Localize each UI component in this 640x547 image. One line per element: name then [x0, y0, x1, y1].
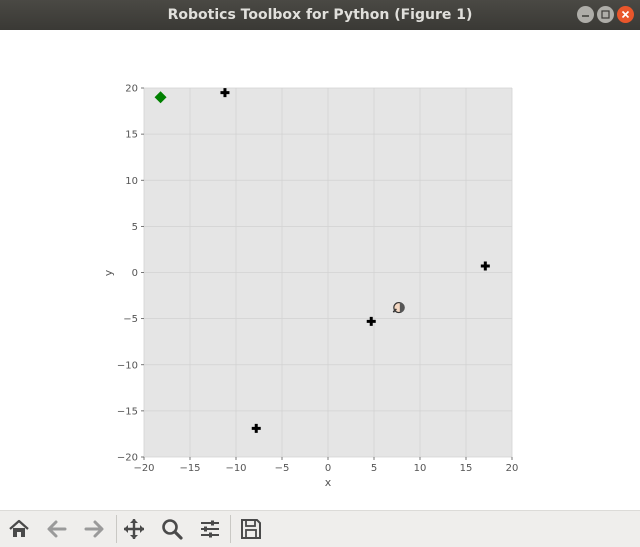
title-bar: Robotics Toolbox for Python (Figure 1) — [0, 0, 640, 30]
toolbar-separator — [116, 515, 117, 543]
x-tick-label: −5 — [275, 463, 290, 474]
move-icon — [124, 519, 144, 539]
y-tick-label: 5 — [132, 222, 138, 233]
x-tick-label: 5 — [371, 463, 377, 474]
save-button[interactable] — [237, 515, 265, 543]
x-tick-label: −15 — [179, 463, 200, 474]
y-tick-label: −15 — [117, 406, 138, 417]
x-tick-labels: −20 −15 −10 −5 0 5 10 15 20 — [133, 463, 518, 474]
x-tick-label: −20 — [133, 463, 154, 474]
y-tick-labels: −20 −15 −10 −5 0 5 10 15 20 — [117, 84, 138, 464]
landmark-point — [251, 423, 261, 433]
arrow-right-icon — [84, 520, 104, 538]
y-axis-label: y — [102, 269, 115, 276]
y-tick-label: 10 — [125, 176, 138, 187]
arrow-left-icon — [47, 520, 67, 538]
navigation-toolbar — [0, 510, 640, 547]
minimize-button[interactable] — [577, 6, 594, 23]
robot-trail-dot — [392, 310, 395, 313]
pan-button[interactable] — [120, 515, 148, 543]
robot-vehicle — [392, 301, 405, 314]
landmark-point — [366, 316, 376, 326]
y-tick-label: −5 — [123, 314, 138, 325]
robot-heading — [399, 302, 405, 313]
forward-button[interactable] — [80, 515, 108, 543]
x-tick-label: 10 — [414, 463, 427, 474]
y-tick-label: 15 — [125, 130, 138, 141]
y-tick-label: −10 — [117, 360, 138, 371]
window-controls — [577, 6, 634, 23]
x-axis-label: x — [325, 476, 332, 489]
tick-marks — [141, 87, 513, 460]
maximize-button[interactable] — [597, 6, 614, 23]
home-button[interactable] — [5, 515, 33, 543]
landmark-point — [220, 88, 230, 98]
back-button[interactable] — [43, 515, 71, 543]
maximize-icon — [601, 10, 610, 19]
landmark-point — [480, 261, 490, 271]
plot-svg[interactable]: −20 −15 −10 −5 0 5 10 15 20 −20−15−10−505101520 … — [0, 30, 640, 510]
close-icon — [621, 10, 630, 19]
y-tick-label: 20 — [125, 84, 138, 95]
x-tick-label: −10 — [225, 463, 246, 474]
robot-trail-dot — [394, 308, 397, 311]
minimize-icon — [582, 15, 589, 17]
y-tick-label: −20 — [117, 453, 138, 464]
x-tick-label: 15 — [460, 463, 473, 474]
toolbar-separator — [230, 515, 231, 543]
x-tick-label: 0 — [325, 463, 331, 474]
home-icon — [9, 519, 29, 537]
close-button[interactable] — [617, 6, 634, 23]
y-tick-label: 0 — [132, 268, 138, 279]
floppy-disk-icon — [241, 519, 261, 539]
zoom-button[interactable] — [158, 515, 186, 543]
sliders-icon — [201, 520, 219, 538]
magnifier-icon — [162, 519, 183, 540]
data-points — [154, 88, 490, 433]
configure-subplots-button[interactable] — [196, 515, 224, 543]
figure-canvas[interactable]: −20 −15 −10 −5 0 5 10 15 20 −20 −15 −10 −5 0 5 10 15 20 … — [0, 30, 640, 510]
x-tick-label: 20 — [506, 463, 519, 474]
goal-point — [154, 91, 167, 104]
window-title: Robotics Toolbox for Python (Figure 1) — [167, 7, 473, 23]
